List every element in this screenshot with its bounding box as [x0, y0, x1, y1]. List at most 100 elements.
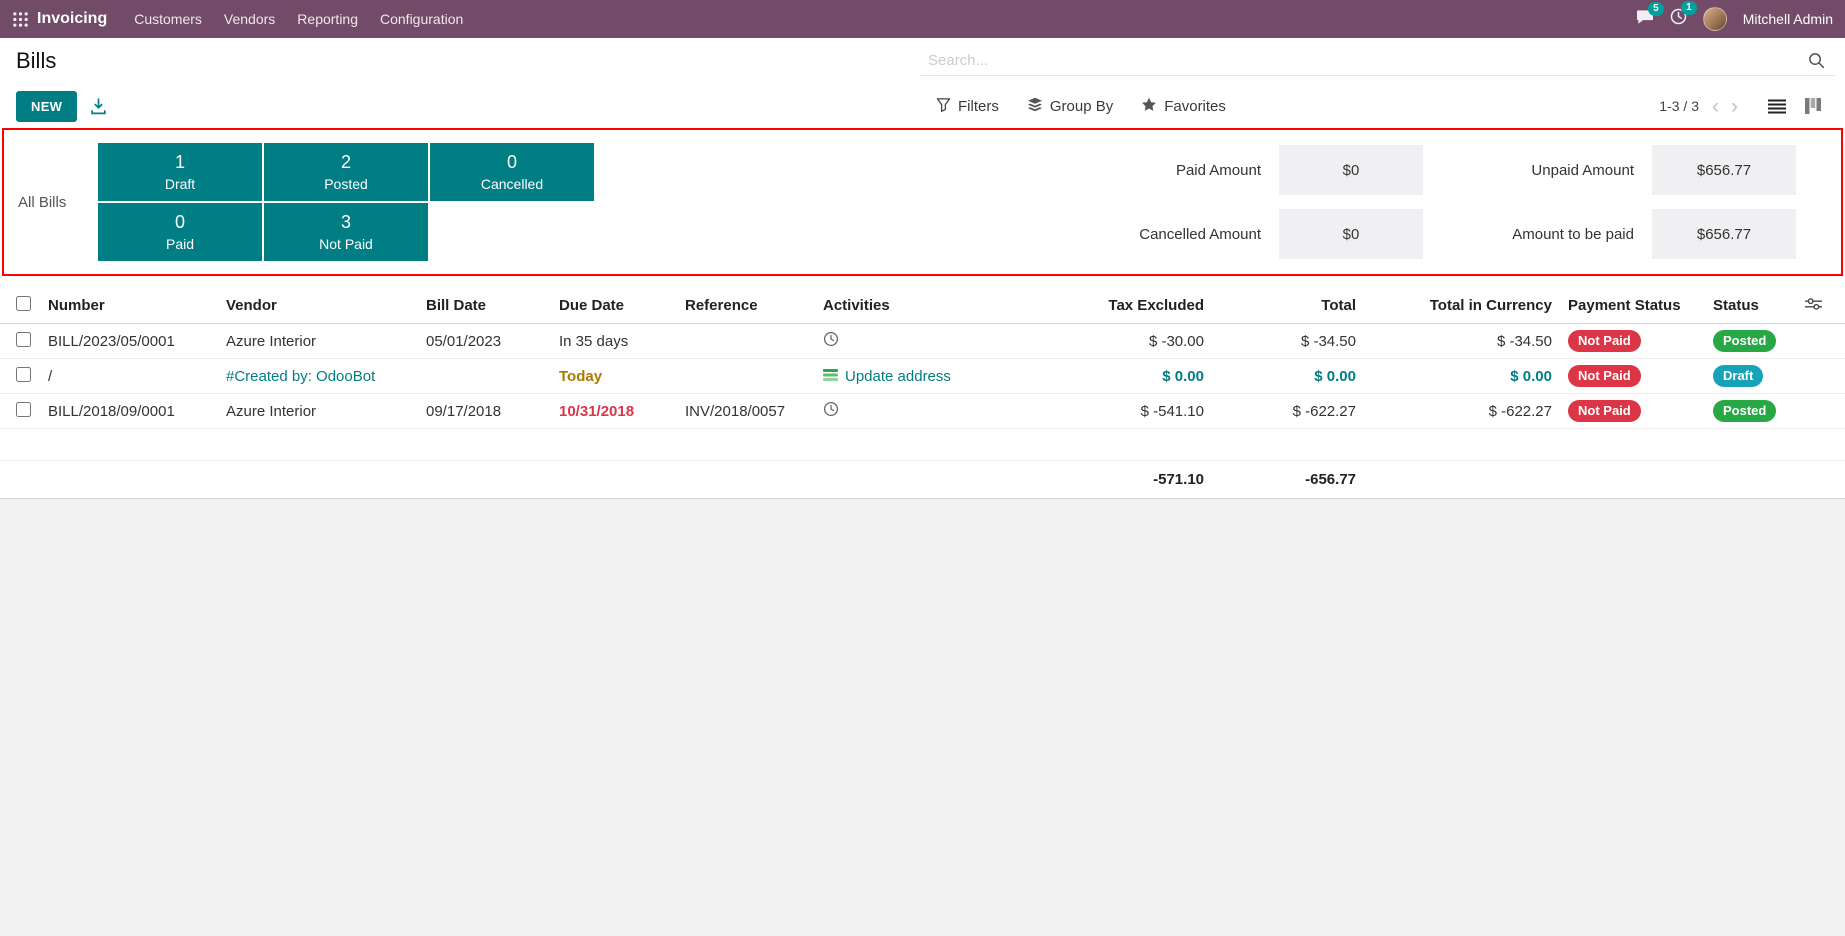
cell-reference [677, 358, 815, 394]
search-input[interactable] [926, 51, 1804, 70]
col-reference[interactable]: Reference [677, 288, 815, 324]
groupby-button[interactable]: Group By [1027, 97, 1113, 116]
cell-due-date: 10/31/2018 [551, 393, 677, 429]
tile-count: 3 [340, 212, 351, 232]
cell-tax-excluded: $ -541.10 [1060, 393, 1212, 429]
status-tiles: 1 Draft 2 Posted 0 Cancelled 0 Paid 3 [98, 143, 594, 261]
col-total-in-currency[interactable]: Total in Currency [1364, 288, 1560, 324]
messages-badge: 5 [1648, 1, 1664, 16]
nav-item-customers[interactable]: Customers [134, 11, 202, 27]
col-due-date[interactable]: Due Date [551, 288, 677, 324]
page-background [0, 499, 1845, 936]
activity-link[interactable]: Update address [845, 367, 951, 385]
cell-bill-date: 09/17/2018 [418, 393, 551, 429]
view-switcher [1759, 91, 1831, 121]
col-tax-excluded[interactable]: Tax Excluded [1060, 288, 1212, 324]
search-icon[interactable] [1804, 52, 1829, 69]
activities-button[interactable]: 1 [1670, 1, 1697, 30]
col-number[interactable]: Number [40, 288, 218, 324]
bills-table: Number Vendor Bill Date Due Date Referen… [0, 288, 1845, 499]
tile-label: Draft [164, 176, 196, 192]
unpaid-amount-value: $656.77 [1652, 145, 1796, 195]
status-badge: Posted [1713, 400, 1777, 422]
payment-status-badge: Not Paid [1568, 365, 1641, 387]
paid-amount-label: Paid Amount [1175, 161, 1261, 179]
table-row[interactable]: BILL/2018/09/0001 Azure Interior 09/17/2… [0, 393, 1845, 429]
controls-row: NEW Filters Group By Favorites [0, 84, 1845, 128]
cell-vendor: Azure Interior [218, 393, 418, 429]
messages-button[interactable]: 5 [1636, 1, 1664, 30]
pager-next-icon[interactable]: › [1731, 94, 1738, 118]
activity-list-icon [823, 368, 838, 385]
new-button[interactable]: NEW [16, 90, 78, 122]
status-badge: Draft [1713, 365, 1764, 387]
tile-paid[interactable]: 0 Paid [98, 203, 262, 261]
cell-reference [677, 323, 815, 359]
col-status[interactable]: Status [1705, 288, 1797, 324]
nav-item-reporting[interactable]: Reporting [297, 11, 358, 27]
cell-number: BILL/2018/09/0001 [40, 393, 218, 429]
tile-draft[interactable]: 1 Draft [98, 143, 262, 201]
kanban-view-button[interactable] [1795, 91, 1831, 121]
pager-prev-icon[interactable]: ‹ [1712, 94, 1719, 118]
col-vendor[interactable]: Vendor [218, 288, 418, 324]
row-checkbox[interactable] [16, 401, 31, 417]
tile-cancelled[interactable]: 0 Cancelled [430, 143, 594, 201]
col-total[interactable]: Total [1212, 288, 1364, 324]
cell-number: BILL/2023/05/0001 [40, 323, 218, 359]
col-activities[interactable]: Activities [815, 288, 1060, 324]
nav-left: Invoicing Customers Vendors Reporting Co… [12, 0, 474, 38]
user-name[interactable]: Mitchell Admin [1742, 11, 1833, 27]
tile-label: Cancelled [480, 176, 544, 192]
tile-not-paid[interactable]: 3 Not Paid [264, 203, 428, 261]
table-row[interactable]: / #Created by: OdooBot Today Update addr… [0, 358, 1845, 394]
payment-status-badge: Not Paid [1568, 330, 1641, 352]
all-bills-label: All Bills [18, 193, 67, 211]
cell-bill-date: 05/01/2023 [418, 323, 551, 359]
filter-group: Filters Group By Favorites [936, 97, 1226, 116]
tile-posted[interactable]: 2 Posted [264, 143, 428, 201]
row-checkbox[interactable] [16, 331, 31, 347]
table-row[interactable]: BILL/2023/05/0001 Azure Interior 05/01/2… [0, 323, 1845, 359]
activity-clock-icon[interactable] [823, 331, 839, 351]
col-bill-date[interactable]: Bill Date [418, 288, 551, 324]
clock-icon [1670, 8, 1687, 30]
star-icon [1141, 97, 1157, 116]
search-bar[interactable] [920, 46, 1835, 76]
avatar[interactable] [1702, 7, 1727, 31]
filters-button[interactable]: Filters [936, 97, 999, 116]
select-all-checkbox[interactable] [16, 296, 31, 311]
activity-clock-icon[interactable] [823, 401, 839, 421]
list-view-button[interactable] [1759, 91, 1795, 121]
nav-item-configuration[interactable]: Configuration [380, 11, 464, 27]
cell-total-in-currency: $ 0.00 [1364, 358, 1560, 394]
tile-label: Posted [324, 176, 368, 192]
optional-columns-button[interactable] [1797, 288, 1845, 324]
payment-status-badge: Not Paid [1568, 400, 1641, 422]
cell-activities [815, 323, 1060, 359]
cancelled-amount-value: $0 [1279, 209, 1423, 259]
apps-grid-icon[interactable] [12, 11, 29, 28]
cell-vendor: Azure Interior [218, 323, 418, 359]
tile-label: Paid [165, 236, 195, 252]
cell-total: $ 0.00 [1212, 358, 1364, 394]
unpaid-amount-label: Unpaid Amount [1531, 161, 1634, 179]
pager: 1-3 / 3 [1659, 98, 1699, 114]
activities-badge: 1 [1681, 1, 1697, 15]
page-title: Bills [16, 48, 57, 73]
tile-label: Not Paid [319, 236, 373, 252]
pager-group: 1-3 / 3 ‹ › [1659, 91, 1831, 121]
row-checkbox[interactable] [16, 366, 31, 382]
amounts-panel: Paid Amount $0 Unpaid Amount $656.77 Can… [1081, 145, 1796, 259]
app-name[interactable]: Invoicing [37, 10, 108, 27]
nav-item-vendors[interactable]: Vendors [223, 11, 276, 27]
tile-count: 0 [506, 152, 517, 172]
col-payment-status[interactable]: Payment Status [1560, 288, 1705, 324]
cell-total-in-currency: $ -34.50 [1364, 323, 1560, 359]
cell-total: $ -34.50 [1212, 323, 1364, 359]
download-icon[interactable] [90, 97, 107, 115]
cell-activities [815, 393, 1060, 429]
amount-to-be-paid-label: Amount to be paid [1512, 225, 1634, 243]
cell-bill-date [418, 358, 551, 394]
favorites-button[interactable]: Favorites [1141, 97, 1226, 116]
